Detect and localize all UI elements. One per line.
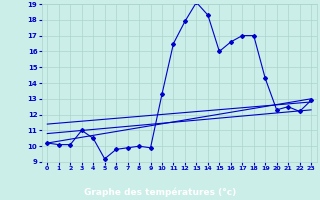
Text: Graphe des températures (°c): Graphe des températures (°c) <box>84 187 236 197</box>
